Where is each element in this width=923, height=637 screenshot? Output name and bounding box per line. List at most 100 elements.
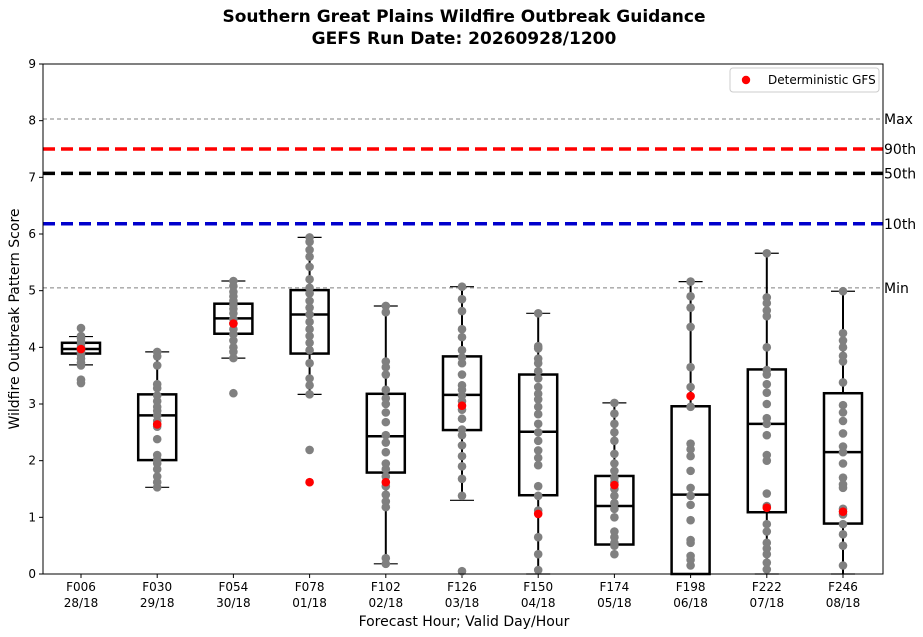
- x-tick-valid: 03/18: [445, 596, 480, 610]
- x-tick-hour: F078: [295, 580, 325, 594]
- ensemble-member-point: [762, 527, 772, 536]
- ensemble-member-point: [838, 429, 848, 438]
- ensemble-member-point: [686, 445, 695, 454]
- y-tick-label: 0: [28, 567, 36, 581]
- ensemble-member-point: [305, 374, 314, 383]
- deterministic-gfs-point: [229, 319, 238, 328]
- deterministic-gfs-point: [533, 509, 543, 519]
- ensemble-member-point: [381, 370, 391, 379]
- reference-label-min: Min: [884, 281, 909, 297]
- ensemble-member-point: [305, 324, 314, 334]
- legend-frame: [729, 67, 880, 93]
- ensemble-member-point: [762, 419, 772, 429]
- x-tick-hour: F222: [752, 580, 782, 594]
- ensemble-member-point: [762, 311, 772, 321]
- ensemble-member-point: [305, 338, 314, 348]
- x-tick-hour: F198: [676, 580, 706, 594]
- ensemble-member-point: [305, 445, 314, 455]
- ensemble-member-point: [533, 402, 543, 412]
- deterministic-gfs-point: [457, 401, 467, 411]
- ensemble-member-point: [533, 419, 543, 429]
- ensemble-member-point: [229, 353, 238, 363]
- reference-label-10th: 10th: [884, 217, 916, 233]
- ensemble-member-point: [610, 409, 619, 418]
- ensemble-member-point: [533, 446, 543, 455]
- ensemble-member-point: [457, 358, 467, 368]
- deterministic-gfs-point: [610, 480, 619, 490]
- ensemble-member-point: [533, 395, 543, 404]
- y-tick-label: 1: [28, 510, 36, 524]
- ensemble-member-point: [457, 491, 467, 501]
- y-tick-label: 4: [28, 340, 36, 354]
- ensemble-member-point: [762, 248, 772, 258]
- ensemble-member-point: [305, 289, 314, 298]
- ensemble-member-point: [229, 336, 238, 345]
- ensemble-member-point: [457, 430, 467, 440]
- y-tick-label: 2: [28, 454, 36, 468]
- ensemble-member-point: [762, 399, 772, 409]
- x-tick-hour: F150: [523, 580, 553, 594]
- ensemble-member-point: [381, 385, 391, 395]
- ensemble-member-point: [838, 519, 848, 529]
- ensemble-member-point: [838, 483, 848, 493]
- deterministic-gfs-point: [838, 507, 848, 516]
- ensemble-member-point: [762, 430, 772, 440]
- ensemble-member-point: [610, 459, 619, 468]
- ensemble-member-point: [762, 379, 772, 389]
- y-tick-label: 5: [28, 284, 36, 298]
- ensemble-member-point: [838, 286, 848, 296]
- ensemble-member-point: [457, 441, 467, 450]
- deterministic-gfs-point: [762, 503, 772, 512]
- ensemble-member-point: [762, 370, 772, 379]
- ensemble-member-point: [533, 436, 543, 446]
- ensemble-member-point: [610, 466, 619, 476]
- deterministic-gfs-point: [305, 477, 314, 487]
- ensemble-member-point: [686, 402, 695, 412]
- y-tick-label: 9: [28, 57, 36, 71]
- ensemble-member-point: [838, 328, 848, 338]
- x-tick-hour: F006: [66, 580, 96, 594]
- ensemble-member-point: [381, 430, 391, 440]
- plot-frame: [42, 63, 884, 575]
- ensemble-member-point: [305, 237, 314, 247]
- ensemble-member-point: [305, 317, 314, 327]
- x-tick-hour: F054: [218, 580, 248, 594]
- plot-content: 0 1 2 3 4 5 6 7 8 9 Max 90th 50th 10th Min F006 28/18 F03…: [28, 57, 916, 610]
- ensemble-member-point: [533, 309, 543, 318]
- ensemble-member-point: [610, 436, 619, 446]
- ensemble-member-point: [533, 491, 543, 501]
- reference-label-90th: 90th: [884, 142, 916, 158]
- ensemble-member-point: [610, 504, 619, 514]
- ensemble-member-point: [305, 381, 314, 390]
- x-tick-hour: F030: [142, 580, 172, 594]
- ensemble-member-point: [610, 419, 619, 429]
- chart-title-line2: GEFS Run Date: 20260928/1200: [312, 29, 617, 49]
- ensemble-member-point: [381, 490, 391, 499]
- ensemble-member-point: [76, 323, 86, 333]
- ensemble-member-point: [457, 306, 467, 316]
- ensemble-member-point: [305, 358, 314, 368]
- ensemble-member-point: [686, 466, 695, 476]
- ensemble-member-point: [533, 532, 543, 542]
- ensemble-member-point: [838, 459, 848, 468]
- ensemble-member-point: [838, 541, 848, 550]
- ensemble-member-point: [305, 390, 314, 399]
- ensemble-member-point: [762, 298, 772, 308]
- x-tick-hour: F102: [371, 580, 401, 594]
- ensemble-member-point: [381, 417, 391, 427]
- ensemble-member-point: [610, 491, 619, 501]
- x-tick-hour: F126: [447, 580, 477, 594]
- ensemble-member-point: [152, 483, 162, 492]
- ensemble-member-point: [838, 343, 848, 352]
- ensemble-member-point: [229, 388, 238, 398]
- ensemble-member-point: [533, 344, 543, 353]
- x-tick-valid: 29/18: [140, 596, 175, 610]
- reference-label-max: Max: [884, 112, 913, 128]
- x-tick-hour: F174: [599, 580, 629, 594]
- ensemble-member-point: [457, 324, 467, 334]
- ensemble-member-point: [533, 366, 543, 376]
- ensemble-member-point: [686, 382, 695, 392]
- ensemble-member-point: [305, 331, 314, 341]
- ensemble-member-point: [838, 561, 848, 570]
